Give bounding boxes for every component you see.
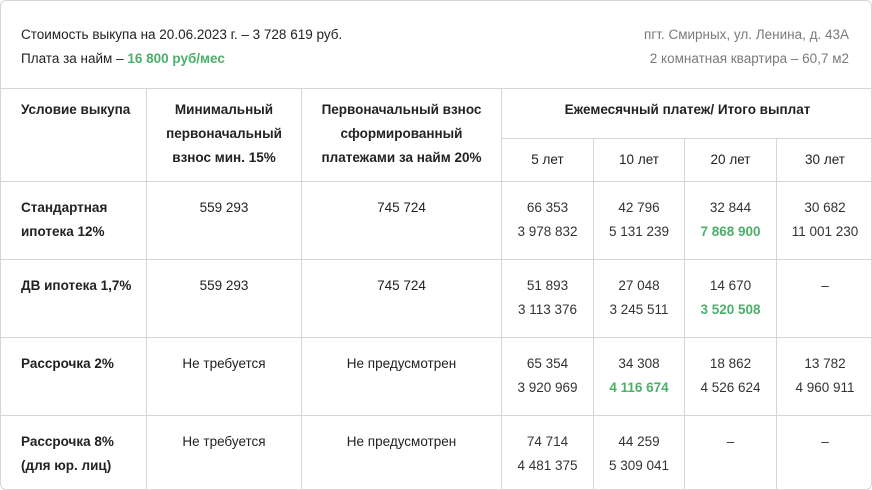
row-divider	[501, 138, 871, 139]
payment-cell: 18 862 4 526 624	[700, 356, 761, 395]
price-line: Стоимость выкупа на 20.06.2023 г. – 3 72…	[21, 27, 343, 42]
payment-cell: 65 354 3 920 969	[517, 356, 578, 395]
payment-cell: 44 259 5 309 041	[608, 434, 670, 473]
col-divider	[146, 89, 147, 489]
col-divider	[301, 89, 302, 489]
payment-cell: 66 353 3 978 832	[517, 200, 578, 239]
rent-label: Плата за найм –	[21, 51, 128, 66]
row-name-standard-mortgage: Стандартная ипотека 12%	[21, 200, 108, 239]
header-initial: Первоначальный взнос сформированный плат…	[321, 102, 482, 165]
apartment-type: 2 комнатная квартира – 60,7 м2	[649, 51, 849, 66]
row-divider	[1, 415, 871, 416]
header-year-20: 20 лет	[710, 152, 751, 167]
price-info: Стоимость выкупа на 20.06.2023 г. – 3 72…	[21, 23, 342, 71]
rent-value: 16 800 руб/мес	[127, 51, 225, 66]
payment-cell-empty: –	[821, 278, 829, 293]
payment-cell: 14 670 3 520 508	[685, 274, 776, 322]
row-divider	[1, 181, 871, 182]
payment-cell: 30 682 11 001 230	[791, 200, 859, 239]
payment-cell-empty: –	[821, 434, 829, 449]
payment-cell: 51 893 3 113 376	[517, 278, 578, 317]
header-condition: Условие выкупа	[21, 102, 131, 117]
header-monthly: Ежемесячный платеж/ Итого выплат	[564, 102, 811, 117]
row-min-down: Не требуется	[182, 434, 266, 449]
row-divider	[1, 337, 871, 338]
best-total: 4 116 674	[609, 380, 669, 395]
payment-cell: 42 796 5 131 239	[608, 200, 670, 239]
row-name-installment-8: Рассрочка 8% (для юр. лиц)	[21, 434, 114, 473]
property-info: пгт. Смирных, ул. Ленина, д. 43А 2 комна…	[644, 23, 849, 71]
header-min-down: Минимальный первоначальный взнос мин. 15…	[166, 102, 282, 165]
header-year-10: 10 лет	[619, 152, 659, 167]
address: пгт. Смирных, ул. Ленина, д. 43А	[644, 27, 849, 42]
row-divider	[1, 259, 871, 260]
row-name-installment-2: Рассрочка 2%	[21, 356, 114, 371]
row-initial: 745 724	[377, 278, 426, 293]
col-divider	[501, 89, 502, 489]
row-initial: 745 724	[377, 200, 426, 215]
best-total: 7 868 900	[700, 224, 761, 239]
payment-cell: 32 844 7 868 900	[685, 196, 776, 244]
row-min-down: 559 293	[199, 200, 249, 215]
best-total: 3 520 508	[700, 302, 761, 317]
payment-cell: 13 782 4 960 911	[795, 356, 855, 395]
col-divider	[776, 138, 777, 489]
header-year-30: 30 лет	[805, 152, 845, 167]
payment-cell: 74 714 4 481 375	[517, 434, 578, 473]
payment-cell-empty: –	[726, 434, 735, 449]
payment-cell: 34 308 4 116 674	[594, 352, 684, 400]
row-min-down: 559 293	[199, 278, 249, 293]
col-divider	[684, 138, 685, 489]
row-initial: Не предусмотрен	[346, 434, 457, 449]
row-min-down: Не требуется	[182, 356, 266, 371]
rent-line: Плата за найм – 16 800 руб/мес	[21, 47, 342, 71]
payment-cell: 27 048 3 245 511	[609, 278, 669, 317]
card-header: Стоимость выкупа на 20.06.2023 г. – 3 72…	[1, 1, 871, 89]
row-initial: Не предусмотрен	[346, 356, 457, 371]
header-year-5: 5 лет	[531, 152, 564, 167]
col-divider	[593, 138, 594, 489]
row-name-dv-mortgage: ДВ ипотека 1,7%	[21, 278, 132, 293]
